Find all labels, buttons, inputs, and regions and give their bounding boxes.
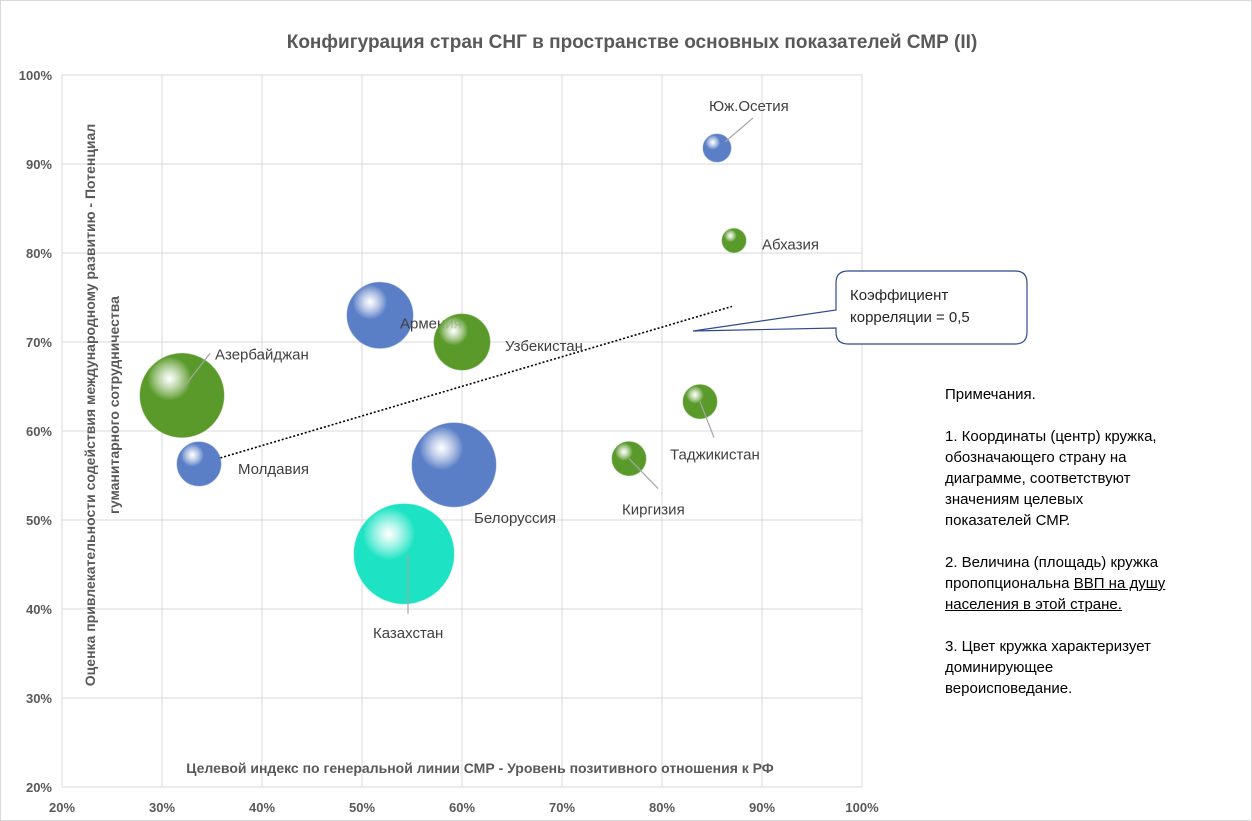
y-tick-label: 100% <box>19 68 53 83</box>
bubble <box>433 313 491 371</box>
bubble <box>346 281 414 349</box>
y-tick-label: 60% <box>26 424 52 439</box>
bubble <box>176 441 222 487</box>
bubble <box>353 503 455 605</box>
x-tick-label: 90% <box>749 800 775 815</box>
note: 2. Величина (площадь) кружка пропопциона… <box>945 552 1170 615</box>
notes-heading: Примечания. <box>945 386 1036 403</box>
bubble <box>702 133 732 163</box>
callout-box <box>692 270 1028 345</box>
bubble-label: Юж.Осетия <box>709 98 789 115</box>
x-tick-label: 20% <box>49 800 75 815</box>
notes: Примечания. 1. Координаты (центр) кружка… <box>945 384 1170 720</box>
note-text: 2. Величина (площадь) кружка пропопциона… <box>945 554 1159 592</box>
y-tick-label: 20% <box>26 780 52 795</box>
note-underlined: ВВП на душу населения в этой стране. <box>945 575 1166 613</box>
x-axis-label: Целевой индекс по генеральной линии СМР … <box>186 760 774 776</box>
y-axis-label: Оценка привлекательности содействия межд… <box>82 124 98 686</box>
x-tick-label: 50% <box>349 800 375 815</box>
note: 1. Координаты (центр) кружка, обозначающ… <box>945 428 1157 529</box>
leader-line <box>724 117 754 143</box>
bubble-label: Молдавия <box>238 461 309 478</box>
leader-line <box>699 401 715 438</box>
x-tick-label: 40% <box>249 800 275 815</box>
x-tick-label: 100% <box>845 800 879 815</box>
y-tick-label: 70% <box>26 335 52 350</box>
y-tick-label: 40% <box>26 602 52 617</box>
bubble-label: Киргизия <box>622 502 685 519</box>
x-tick-label: 80% <box>649 800 675 815</box>
y-tick-label: 80% <box>26 246 52 261</box>
bubble-label: Казахстан <box>373 625 443 642</box>
leader-line <box>181 353 211 390</box>
y-tick-label: 90% <box>26 157 52 172</box>
y-tick-label: 30% <box>26 691 52 706</box>
x-tick-label: 60% <box>449 800 475 815</box>
callout-text: Коэффициент корреляции = 0,5 <box>850 287 970 326</box>
leader-line <box>628 458 659 490</box>
bubble <box>721 228 747 254</box>
y-axis-label: гуманитарного сотрудничества <box>106 296 122 514</box>
bubble-label: Абхазия <box>762 237 819 254</box>
bubble-label: Белоруссия <box>474 510 556 527</box>
bubble-label: Азербайджан <box>215 346 309 363</box>
y-tick-label: 50% <box>26 513 52 528</box>
bubble <box>139 352 225 438</box>
bubble-label: Таджикистан <box>670 447 760 464</box>
x-tick-label: 70% <box>549 800 575 815</box>
chart-title: Конфигурация стран СНГ в пространстве ос… <box>287 32 978 53</box>
note: 3. Цвет кружка характеризует доминирующе… <box>945 638 1151 697</box>
bubble <box>411 422 497 508</box>
x-tick-label: 30% <box>149 800 175 815</box>
bubble-label: Узбекистан <box>505 338 583 355</box>
